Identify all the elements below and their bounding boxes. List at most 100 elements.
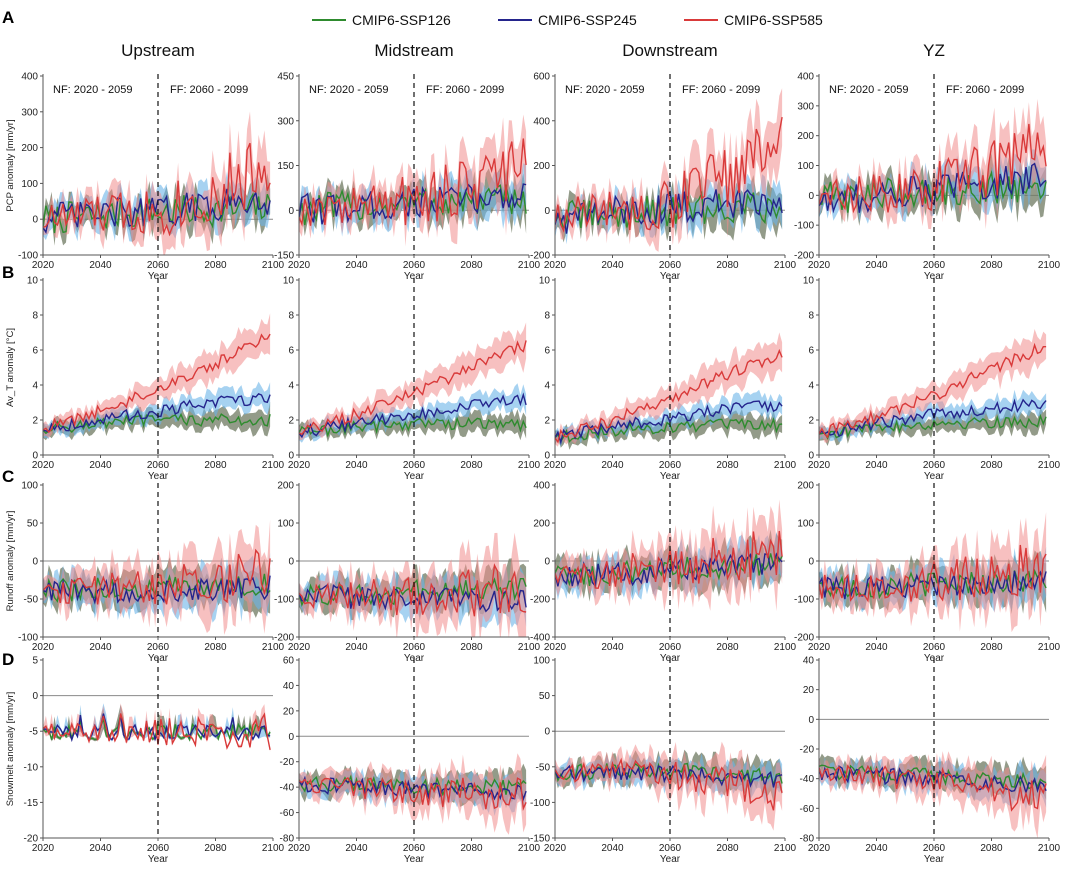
x-tick-label: 2100 <box>1038 642 1061 653</box>
x-tick-label: 2020 <box>32 843 55 854</box>
y-tick-label: -100 <box>18 251 38 262</box>
y-tick-label: 6 <box>288 346 294 357</box>
x-tick-label: 2080 <box>980 460 1003 471</box>
y-tick-label: 6 <box>544 346 550 357</box>
x-axis-label: Year <box>404 471 425 482</box>
y-tick-label: 10 <box>283 276 295 287</box>
series-group <box>555 741 783 831</box>
uncertainty-band-ssp585 <box>819 329 1047 443</box>
panel-d-upstream: -20 -15 -10 -5 0 5 2020 2040 2060 2080 2100 Year Sno… <box>5 656 285 866</box>
y-tick-label: -200 <box>794 251 814 262</box>
y-tick-label: -60 <box>280 808 295 819</box>
x-tick-label: 2060 <box>147 843 170 854</box>
series-line-ssp245 <box>299 583 527 613</box>
series-group <box>555 88 783 252</box>
series-line-ssp585 <box>43 142 271 237</box>
y-tick-label: 0 <box>808 557 814 568</box>
x-tick-label: 2060 <box>659 260 682 271</box>
series-group <box>299 114 527 247</box>
uncertainty-band-ssp585 <box>299 753 527 835</box>
x-tick-label: 2100 <box>518 642 541 653</box>
x-tick-label: 2020 <box>808 260 831 271</box>
y-tick-label: 100 <box>21 179 38 190</box>
period-label-far: FF: 2060 - 2099 <box>682 84 760 96</box>
y-tick-label: 200 <box>277 481 294 492</box>
series-line-ssp245 <box>819 398 1047 438</box>
legend-label: CMIP6-SSP126 <box>352 12 451 28</box>
legend-item-cmip6-ssp245: CMIP6-SSP245 <box>498 12 637 28</box>
legend-item-cmip6-ssp585: CMIP6-SSP585 <box>684 12 823 28</box>
y-tick-label: -20 <box>800 745 815 756</box>
x-tick-label: 2020 <box>544 642 567 653</box>
x-tick-label: 2080 <box>204 843 227 854</box>
y-tick-label: 0 <box>544 451 550 462</box>
x-tick-label: 2060 <box>147 260 170 271</box>
x-tick-label: 2100 <box>1038 460 1061 471</box>
series-line-ssp245 <box>43 392 271 433</box>
x-tick-label: 2060 <box>659 642 682 653</box>
y-tick-label: -200 <box>530 595 550 606</box>
y-axis-label: PCP anomaly [mm/yr] <box>5 119 16 211</box>
series-line-ssp126 <box>819 413 1047 440</box>
y-tick-label: 400 <box>797 72 814 83</box>
x-tick-label: 2100 <box>518 260 541 271</box>
x-tick-label: 2100 <box>774 460 797 471</box>
uncertainty-band-ssp585 <box>299 532 527 637</box>
y-tick-label: -400 <box>530 633 550 644</box>
uncertainty-band-ssp585 <box>299 114 527 247</box>
y-tick-label: -20 <box>280 757 295 768</box>
column-title-downstream: Downstream <box>622 41 717 60</box>
panel-b-yz: 0 2 4 6 8 10 2020 2040 2060 2080 2100 Year <box>803 276 1061 483</box>
legend: CMIP6-SSP126 CMIP6-SSP245 CMIP6-SSP585 <box>312 12 823 28</box>
y-tick-label: 200 <box>533 519 550 530</box>
x-tick-label: 2040 <box>89 260 112 271</box>
uncertainty-band-ssp245 <box>299 383 527 443</box>
y-tick-label: -60 <box>800 804 815 815</box>
y-tick-label: 50 <box>27 519 39 530</box>
series-line-ssp585 <box>299 563 527 617</box>
x-tick-label: 2060 <box>923 460 946 471</box>
series-group <box>819 751 1047 838</box>
y-tick-label: -200 <box>794 633 814 644</box>
x-tick-label: 2020 <box>32 642 55 653</box>
series-group <box>299 532 527 637</box>
y-tick-label: -200 <box>274 633 294 644</box>
x-tick-label: 2060 <box>403 642 426 653</box>
period-label-near: NF: 2020 - 2059 <box>829 84 909 96</box>
legend-label: CMIP6-SSP585 <box>724 12 823 28</box>
y-tick-label: -40 <box>280 783 295 794</box>
y-tick-label: -80 <box>280 834 295 845</box>
y-tick-label: 0 <box>544 727 550 738</box>
x-axis-label: Year <box>148 271 169 282</box>
series-group <box>299 322 527 443</box>
x-tick-label: 2100 <box>518 460 541 471</box>
y-tick-label: 200 <box>797 481 814 492</box>
x-tick-label: 2040 <box>865 642 888 653</box>
series-line-ssp585 <box>819 764 1047 812</box>
series-line-ssp585 <box>819 123 1047 214</box>
y-tick-label: 300 <box>797 101 814 112</box>
x-tick-label: 2100 <box>262 642 285 653</box>
period-label-far: FF: 2060 - 2099 <box>170 84 248 96</box>
series-line-ssp126 <box>43 192 271 234</box>
y-tick-label: -100 <box>794 595 814 606</box>
series-group <box>819 512 1047 633</box>
uncertainty-band-ssp245 <box>555 171 783 245</box>
panel-a-upstream: -100 0 100 200 300 400 2020 2040 2060 2080 2100 Yea… <box>5 72 285 283</box>
y-tick-label: -150 <box>530 834 550 845</box>
y-tick-label: 100 <box>277 519 294 530</box>
y-tick-label: 400 <box>533 116 550 127</box>
panel-a-yz: -200 -100 0 100 200 300 400 2020 2040 2060 2080 210… <box>794 72 1061 283</box>
y-tick-label: 50 <box>539 691 551 702</box>
x-tick-label: 2080 <box>204 260 227 271</box>
y-tick-label: 100 <box>21 481 38 492</box>
x-axis-label: Year <box>660 471 681 482</box>
x-tick-label: 2040 <box>865 260 888 271</box>
uncertainty-band-ssp585 <box>43 313 271 439</box>
series-line-ssp126 <box>555 190 783 232</box>
y-tick-label: 0 <box>544 557 550 568</box>
y-tick-label: 600 <box>533 72 550 83</box>
y-tick-label: 10 <box>539 276 551 287</box>
x-tick-label: 2020 <box>544 843 567 854</box>
